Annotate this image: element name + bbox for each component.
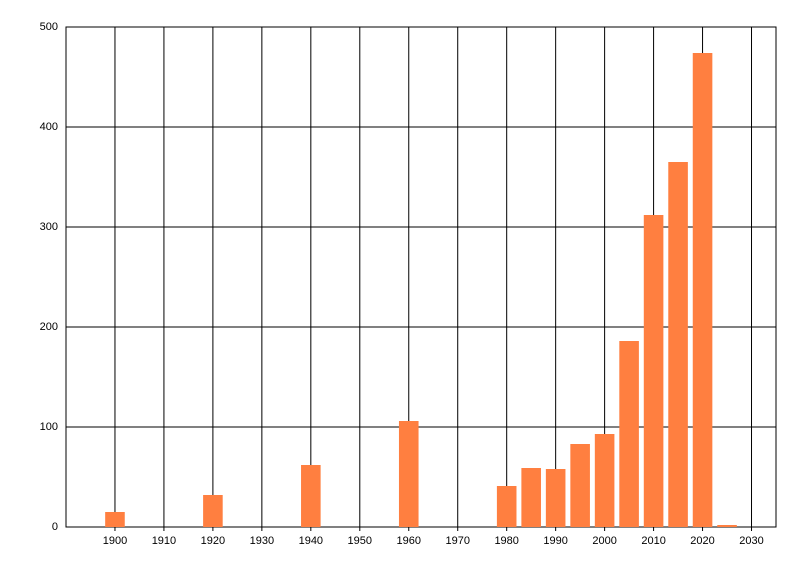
x-tick-label: 1970: [445, 535, 469, 547]
x-tick-label: 1940: [299, 535, 323, 547]
x-tick-label: 1980: [494, 535, 518, 547]
bar: [717, 525, 737, 527]
bar: [643, 215, 664, 527]
y-tick-label: 300: [40, 221, 58, 233]
bar: [496, 486, 517, 527]
y-tick-label: 100: [40, 421, 58, 433]
x-tick-label: 2010: [641, 535, 665, 547]
bar: [203, 495, 223, 527]
x-tick-label: 2030: [739, 535, 763, 547]
x-tick-label: 1990: [543, 535, 567, 547]
x-tick-label: 2020: [690, 535, 714, 547]
y-tick-label: 200: [40, 321, 58, 333]
bar: [594, 434, 615, 527]
bar: [668, 162, 688, 527]
plot-frame: [65, 26, 777, 528]
bar: [301, 465, 321, 527]
x-tick-label: 1960: [397, 535, 421, 547]
bar: [619, 341, 639, 527]
y-tick-label: 500: [40, 21, 58, 33]
y-tick-label: 400: [40, 121, 58, 133]
x-tick-label: 1930: [250, 535, 274, 547]
x-tick-label: 2000: [592, 535, 616, 547]
x-tick-label: 1950: [348, 535, 372, 547]
bar: [545, 469, 566, 527]
x-tick-label: 1900: [103, 535, 127, 547]
bar: [570, 444, 590, 527]
bar: [692, 53, 713, 527]
x-tick-label: 1920: [201, 535, 225, 547]
x-tick-label: 1910: [152, 535, 176, 547]
bar: [105, 512, 125, 527]
y-tick-label: 0: [52, 521, 58, 533]
bar: [521, 468, 541, 527]
bar: [398, 421, 419, 527]
